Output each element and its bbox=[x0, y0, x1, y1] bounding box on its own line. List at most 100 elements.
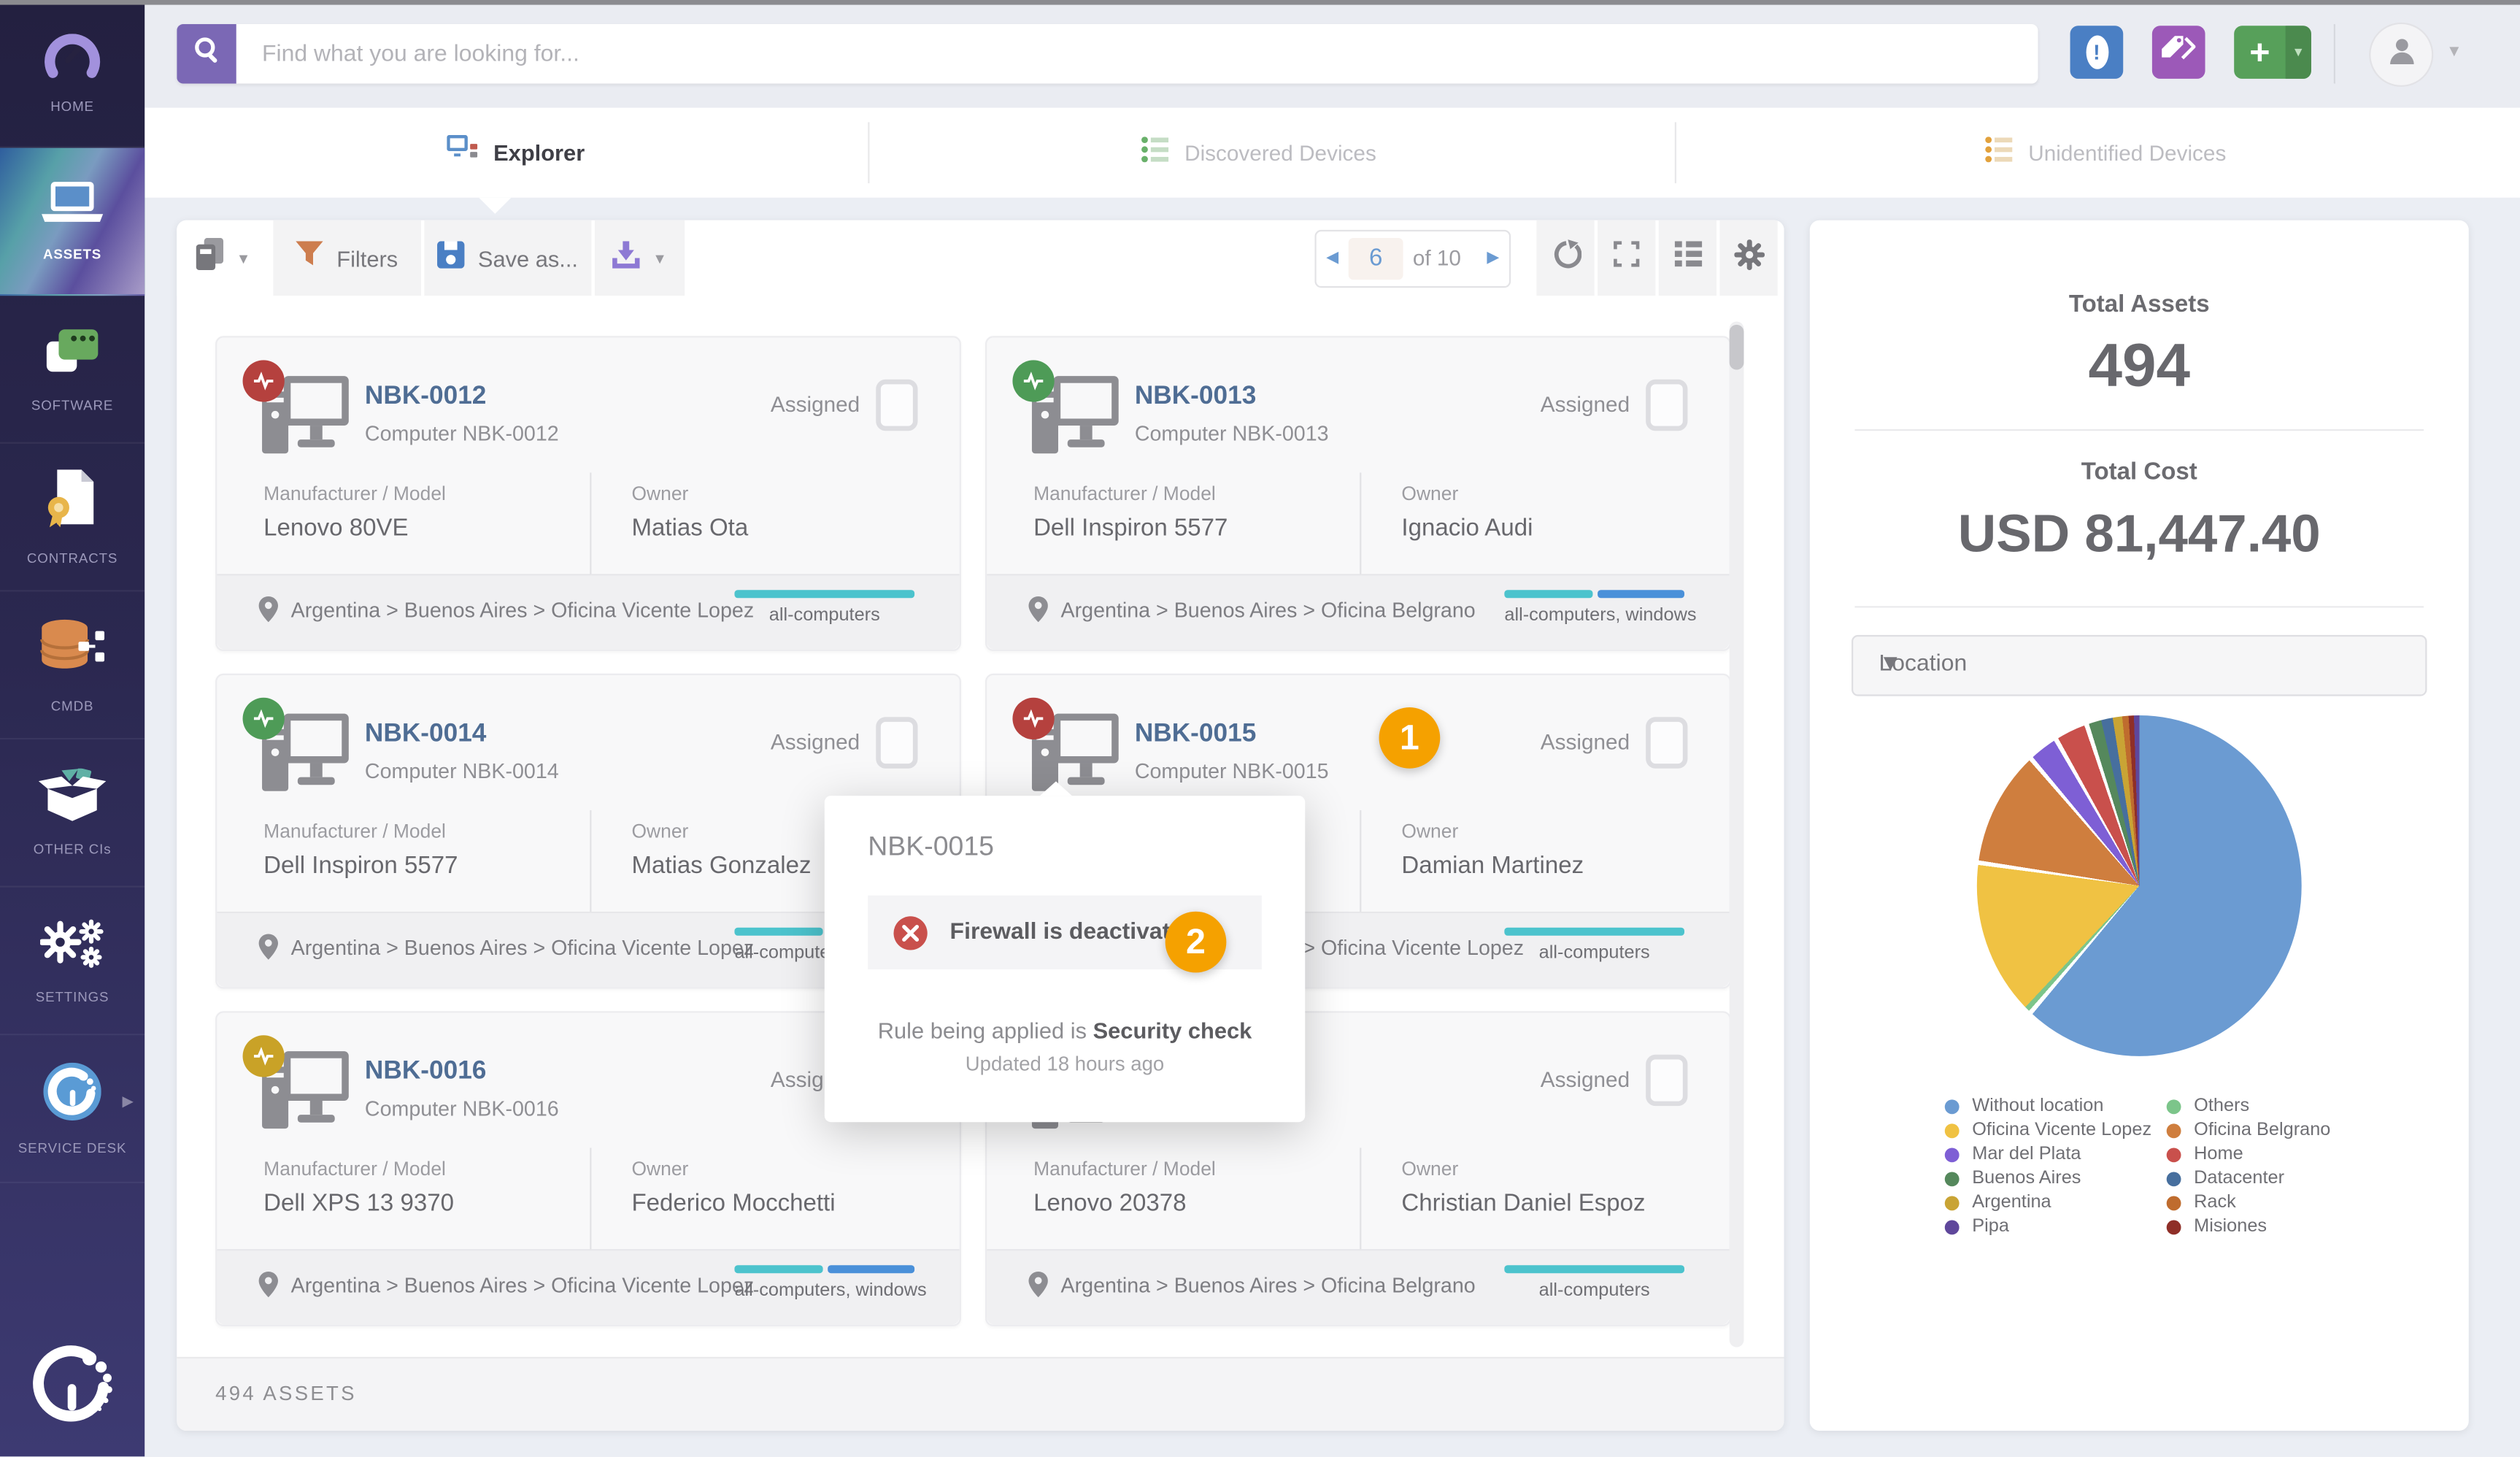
asset-name-link[interactable]: NBK-0013 bbox=[1134, 382, 1257, 410]
list-toolbar: ▼ Filters Save as... bbox=[177, 220, 1784, 296]
sidebar-item-label: SERVICE DESK bbox=[18, 1139, 127, 1156]
refresh-button[interactable] bbox=[1536, 220, 1595, 296]
list-view-button[interactable] bbox=[1658, 220, 1717, 296]
computer-icon bbox=[1028, 373, 1122, 465]
person-icon bbox=[2386, 35, 2416, 74]
tab-label: Explorer bbox=[493, 139, 585, 166]
assets-list-panel: ▼ Filters Save as... bbox=[177, 220, 1784, 1431]
owner-label: Owner bbox=[631, 1157, 689, 1180]
legend-dot bbox=[1944, 1171, 1960, 1186]
popup-updated-text: Updated 18 hours ago bbox=[965, 1053, 1165, 1076]
card-footer: Argentina > Buenos Aires > Oficina Vicen… bbox=[217, 1249, 960, 1325]
legend-dot bbox=[2166, 1195, 2181, 1210]
owner-label: Owner bbox=[1401, 1157, 1459, 1180]
sidebar: HOME ASSETS SOFTWARE CONTRACTS CMDB bbox=[0, 0, 145, 1457]
search-button[interactable] bbox=[177, 24, 236, 84]
sidebar-item-label: CMDB bbox=[50, 696, 94, 713]
card-footer: Argentina > Buenos Aires > Oficina Belgr… bbox=[987, 1249, 1730, 1325]
main-area: ! + ▼ ▼ E bbox=[145, 0, 2520, 1457]
asset-subtitle: Computer NBK-0012 bbox=[364, 421, 559, 446]
top-bar: ! + ▼ ▼ bbox=[145, 0, 2520, 108]
sidebar-item-cmdb[interactable]: CMDB bbox=[0, 591, 145, 740]
owner-value: Matias Gonzalez bbox=[631, 852, 812, 880]
sidebar-item-settings[interactable]: SETTINGS bbox=[0, 888, 145, 1036]
previous-page-button[interactable]: ◀ bbox=[1326, 249, 1339, 267]
alerts-button[interactable]: ! bbox=[2070, 26, 2124, 79]
total-cost-label: Total Cost bbox=[2081, 458, 2197, 486]
sidebar-item-contracts[interactable]: CONTRACTS bbox=[0, 444, 145, 592]
assigned-checkbox[interactable] bbox=[1646, 379, 1688, 431]
sidebar-item-assets[interactable]: ASSETS bbox=[0, 147, 145, 296]
save-as-button[interactable]: Save as... bbox=[424, 220, 592, 296]
filters-button[interactable]: Filters bbox=[273, 220, 422, 296]
owner-label: Owner bbox=[1401, 482, 1459, 505]
open-box-icon bbox=[38, 767, 107, 830]
tab-divider bbox=[1674, 122, 1676, 184]
location-pin-icon bbox=[1028, 1272, 1048, 1305]
owner-value: Ignacio Audi bbox=[1401, 514, 1533, 542]
funnel-icon bbox=[296, 241, 324, 274]
assigned-checkbox[interactable] bbox=[876, 379, 918, 431]
cards-scrollbar-thumb[interactable] bbox=[1729, 324, 1744, 370]
assigned-checkbox[interactable] bbox=[1646, 717, 1688, 769]
legend-item: Buenos Aires bbox=[1944, 1169, 2144, 1188]
legend-dot bbox=[2166, 1099, 2181, 1114]
health-status-badge bbox=[1012, 697, 1055, 740]
assets-count: 494 ASSETS bbox=[215, 1382, 357, 1405]
window-top-edge bbox=[0, 0, 2520, 5]
laptop-icon bbox=[39, 180, 106, 235]
tab-explorer[interactable]: Explorer bbox=[447, 108, 585, 198]
owner-value: Federico Mocchetti bbox=[631, 1189, 836, 1218]
explorer-icon bbox=[447, 134, 479, 170]
sidebar-item-label: HOME bbox=[50, 97, 94, 114]
legend-dot bbox=[2166, 1219, 2181, 1234]
tab-unidentified-devices[interactable]: Unidentified Devices bbox=[1985, 108, 2226, 198]
card-divider bbox=[590, 472, 592, 579]
tag-bars bbox=[734, 1265, 915, 1274]
asset-name-link[interactable]: NBK-0015 bbox=[1134, 720, 1257, 748]
user-avatar[interactable] bbox=[2369, 22, 2434, 87]
search-input[interactable] bbox=[236, 24, 2038, 84]
location-filter-label: Location bbox=[1879, 650, 1968, 677]
tab-divider bbox=[868, 122, 870, 184]
owner-label: Owner bbox=[631, 482, 689, 505]
tag-bars bbox=[1504, 1265, 1685, 1274]
view-tabs: Explorer Discovered Devices Unidentified… bbox=[145, 107, 2520, 214]
sidebar-item-other-cis[interactable]: OTHER CIs bbox=[0, 739, 145, 888]
chevron-down-icon: ▼ bbox=[652, 250, 667, 266]
fullscreen-button[interactable] bbox=[1598, 220, 1656, 296]
list-settings-button[interactable] bbox=[1719, 220, 1778, 296]
assigned-checkbox[interactable] bbox=[1646, 1054, 1688, 1107]
tags-button[interactable] bbox=[2151, 26, 2205, 79]
legend-item: Argentina bbox=[1944, 1193, 2144, 1212]
sidebar-item-label: SOFTWARE bbox=[31, 396, 114, 412]
sidebar-item-home[interactable]: HOME bbox=[0, 0, 145, 148]
export-button[interactable]: ▼ bbox=[594, 220, 685, 296]
legend-item: Misiones bbox=[2166, 1217, 2331, 1237]
cards-scrollbar-track[interactable] bbox=[1729, 321, 1744, 1348]
asset-name-link[interactable]: NBK-0014 bbox=[364, 720, 487, 748]
chevron-down-icon[interactable]: ▼ bbox=[2446, 43, 2462, 61]
location-pie-chart[interactable] bbox=[1976, 715, 2302, 1056]
tab-discovered-devices[interactable]: Discovered Devices bbox=[1141, 108, 1376, 198]
assigned-checkbox[interactable] bbox=[876, 717, 918, 769]
asset-name-link[interactable]: NBK-0012 bbox=[364, 382, 487, 410]
add-asset-split-button[interactable]: + ▼ bbox=[2234, 26, 2311, 79]
legend-dot bbox=[1944, 1147, 1960, 1162]
asset-name-link[interactable]: NBK-0016 bbox=[364, 1058, 487, 1085]
legend-dot bbox=[2166, 1171, 2181, 1186]
asset-subtitle: Computer NBK-0016 bbox=[364, 1096, 559, 1121]
chevron-down-icon: ▼ bbox=[1879, 650, 1903, 677]
location-filter-dropdown[interactable]: Location ▼ bbox=[1852, 634, 2427, 696]
sidebar-item-service-desk[interactable]: ▶ SERVICE DESK bbox=[0, 1035, 145, 1183]
total-assets-label: Total Assets bbox=[2068, 291, 2210, 319]
legend-item: Rack bbox=[2166, 1193, 2331, 1212]
computer-icon bbox=[259, 373, 352, 465]
page-number-input[interactable]: 6 bbox=[1348, 237, 1403, 280]
next-page-button[interactable]: ▶ bbox=[1487, 249, 1500, 267]
chevron-down-icon[interactable]: ▼ bbox=[2285, 26, 2311, 79]
discovered-list-icon bbox=[1141, 136, 1171, 169]
sidebar-item-software[interactable]: SOFTWARE bbox=[0, 296, 145, 444]
view-mode-button[interactable]: ▼ bbox=[177, 220, 270, 296]
tab-label: Unidentified Devices bbox=[2028, 140, 2227, 165]
